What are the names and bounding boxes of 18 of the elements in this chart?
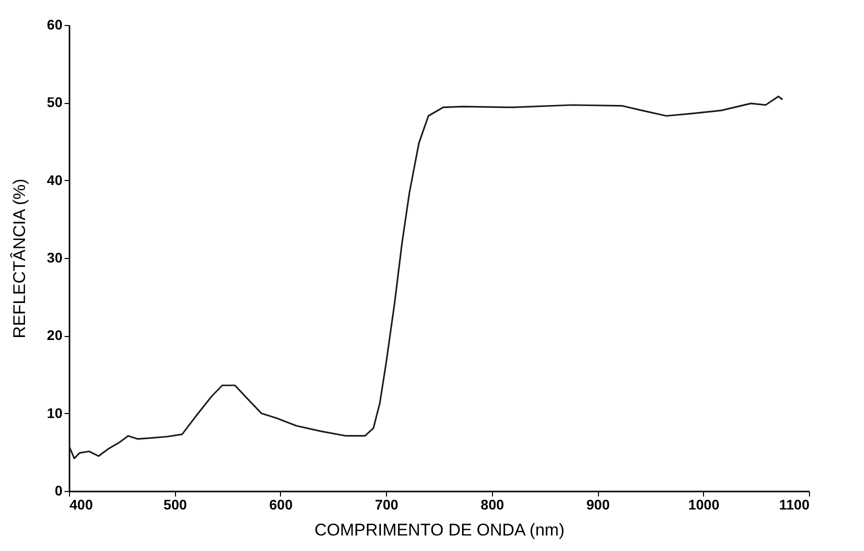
x-tick-label: 900 [586, 496, 610, 512]
x-tick-label: 1000 [688, 496, 720, 512]
y-tick-label: 40 [46, 172, 63, 188]
x-tick-label: 600 [269, 496, 293, 512]
x-tick-label: 800 [480, 496, 504, 512]
y-tick-label: 20 [46, 327, 63, 344]
y-tick-label: 60 [46, 16, 63, 32]
y-tick-label: 50 [46, 94, 63, 110]
x-axis-title: COMPRIMENTO DE ONDA (nm) [314, 520, 564, 540]
y-tick-label: 0 [54, 482, 63, 498]
line-series [69, 96, 784, 460]
y-tick-label: 30 [46, 250, 63, 266]
x-tick-label: 1100 [779, 496, 810, 512]
x-tick-label: 500 [164, 496, 188, 512]
y-tick-label: 10 [46, 404, 63, 421]
x-tick-label: 700 [374, 496, 399, 512]
x-tick-label: 400 [70, 496, 94, 512]
y-axis-title: REFLECTÂNCIA (%) [10, 178, 29, 338]
